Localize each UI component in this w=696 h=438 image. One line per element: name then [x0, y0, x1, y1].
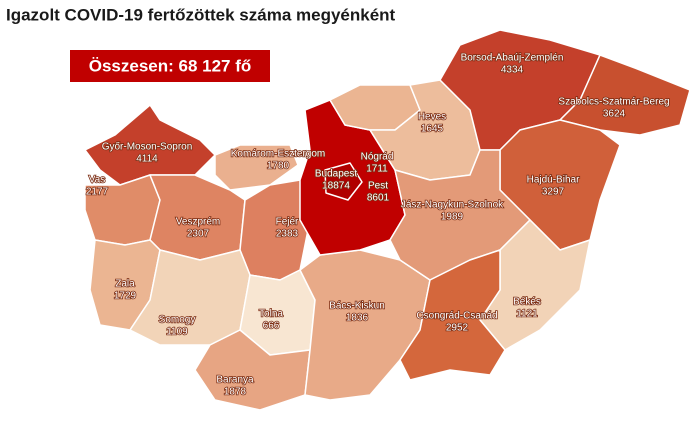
- county-value: 8601: [367, 193, 390, 204]
- county-name: Szabolcs-Szatmár-Bereg: [558, 97, 669, 108]
- county-value: 4334: [501, 65, 524, 76]
- county-name: Csongrád-Csanád: [416, 311, 497, 322]
- county-name: Békés: [513, 297, 541, 308]
- county-name: Budapest: [315, 169, 357, 180]
- county-name: Hajdú-Bihar: [527, 175, 580, 186]
- county-shape: [399, 249, 506, 381]
- county-shape: [324, 162, 363, 201]
- county-name: Borsod-Abaúj-Zemplén: [461, 53, 564, 64]
- county-name: Tolna: [259, 309, 283, 320]
- county-value: 1836: [346, 313, 369, 324]
- county-value: 1729: [114, 291, 137, 302]
- county-value: 1878: [224, 387, 247, 398]
- county-value: 2952: [446, 323, 469, 334]
- county-name: Fejér: [276, 217, 299, 228]
- county-name: Heves: [418, 112, 446, 123]
- county-shape: [559, 54, 691, 136]
- county-name: Komárom-Esztergom: [231, 149, 325, 160]
- county-value: 1711: [366, 164, 388, 175]
- county-name: Győr-Moson-Sopron: [102, 142, 193, 153]
- county-name: Veszprém: [176, 217, 220, 228]
- county-shape: [214, 144, 299, 191]
- map-title: Igazolt COVID-19 fertőzöttek száma megyé…: [6, 5, 396, 24]
- county-value: 1645: [421, 124, 444, 135]
- county-value: 1780: [267, 161, 290, 172]
- county-value: 1109: [166, 327, 188, 338]
- county-value: 2307: [187, 229, 210, 240]
- county-value: 18874: [322, 181, 350, 192]
- county-value: 4114: [136, 154, 158, 165]
- county-value: 1989: [441, 212, 464, 223]
- county-value: 1121: [516, 309, 538, 320]
- county-name: Baranya: [216, 375, 254, 386]
- county-name: Nógrád: [361, 152, 394, 163]
- total-label: Összesen: 68 127 fő: [89, 56, 252, 75]
- county-name: Vas: [89, 175, 106, 186]
- county-name: Zala: [115, 279, 135, 290]
- county-value: 666: [263, 321, 280, 332]
- county-name: Jász-Nagykun-Szolnok: [401, 200, 504, 211]
- county-name: Pest: [368, 181, 388, 192]
- total-badge: [70, 50, 270, 82]
- county-name: Somogy: [159, 315, 196, 326]
- county-value: 2383: [276, 229, 299, 240]
- county-value: 3624: [603, 109, 626, 120]
- county-value: 2177: [86, 187, 109, 198]
- county-name: Bács-Kiskun: [329, 301, 385, 312]
- county-value: 3297: [542, 187, 565, 198]
